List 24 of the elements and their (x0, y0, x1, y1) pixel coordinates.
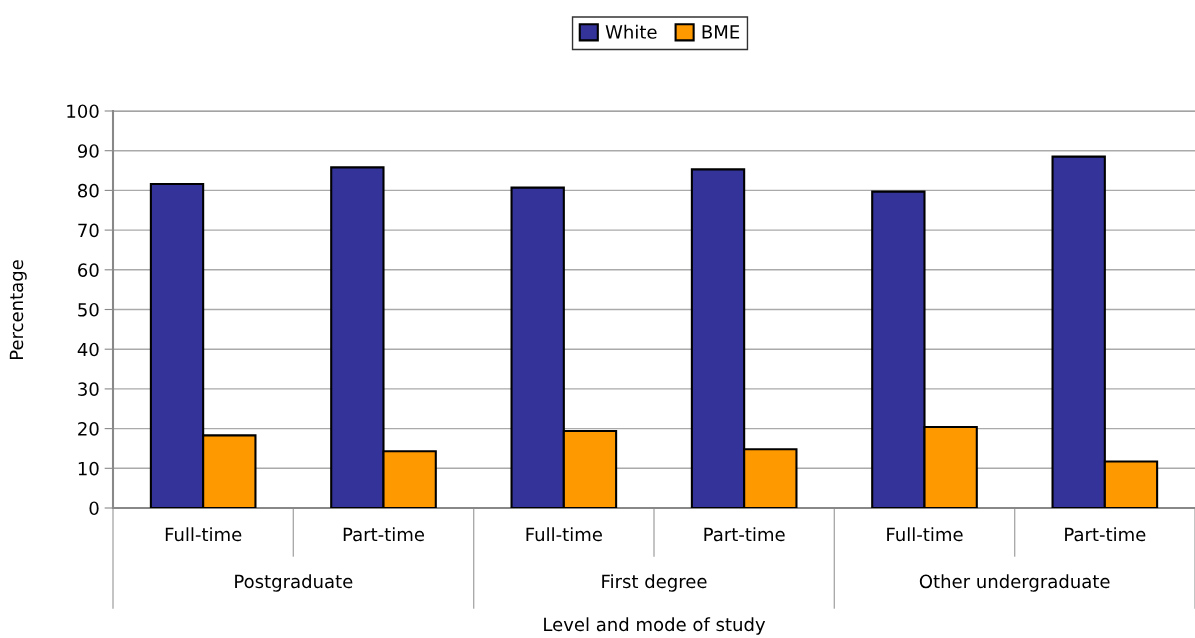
text: First degree (602, 574, 707, 592)
y-tick-label: 10 (78, 461, 99, 476)
legend-label: White (605, 24, 657, 39)
x-tick-label: Full-time (887, 527, 963, 542)
y-tick-label: 90 (77, 144, 99, 158)
x-tick-label: Part-time (343, 527, 425, 542)
text: Postgraduate (235, 574, 353, 592)
x-axis-title: Level and mode of study (544, 617, 766, 635)
y-tick-label: 50 (78, 302, 99, 317)
x-tick-label: Part-time (1065, 527, 1146, 542)
legend-label: BME (702, 25, 740, 39)
y-axis-title: Percentage (9, 260, 27, 360)
y-tick-label: 100 (67, 104, 99, 119)
x-tick-label: Part-time (704, 527, 785, 542)
y-tick-label: 20 (78, 422, 99, 436)
y-tick-label: 80 (78, 183, 99, 198)
x-tick-label: Full-time (165, 527, 242, 542)
x-tick-label: Full-time (526, 527, 602, 542)
y-tick-label: 70 (78, 223, 99, 238)
y-tick-label: 0 (89, 501, 99, 516)
y-tick-label: 40 (77, 342, 99, 357)
y-tick-label: 60 (78, 263, 99, 277)
text: Other undergraduate (919, 574, 1110, 592)
y-tick-label: 30 (78, 382, 99, 397)
